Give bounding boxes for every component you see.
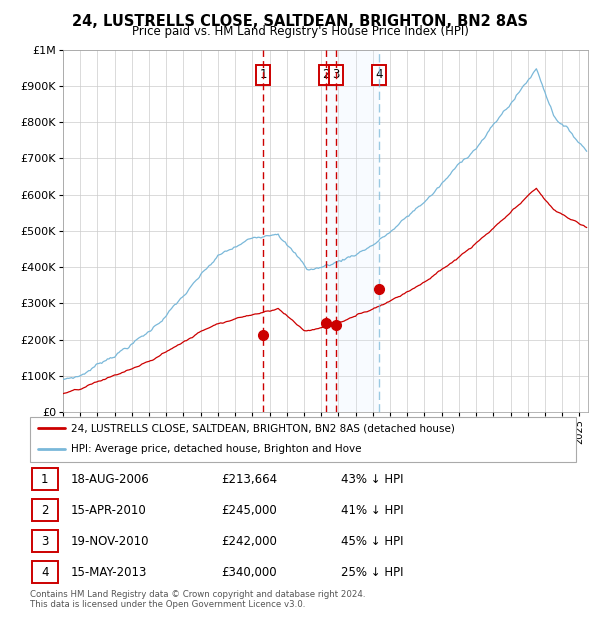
Text: 1: 1 <box>41 473 49 485</box>
Text: 45% ↓ HPI: 45% ↓ HPI <box>341 535 404 547</box>
Text: £213,664: £213,664 <box>221 473 277 485</box>
Text: 1: 1 <box>259 68 267 81</box>
Bar <box>32 499 58 521</box>
Text: 24, LUSTRELLS CLOSE, SALTDEAN, BRIGHTON, BN2 8AS: 24, LUSTRELLS CLOSE, SALTDEAN, BRIGHTON,… <box>72 14 528 29</box>
Text: HPI: Average price, detached house, Brighton and Hove: HPI: Average price, detached house, Brig… <box>71 445 361 454</box>
Text: £245,000: £245,000 <box>221 504 277 516</box>
Text: 41% ↓ HPI: 41% ↓ HPI <box>341 504 404 516</box>
Text: 2: 2 <box>41 504 49 516</box>
Text: 3: 3 <box>41 535 49 547</box>
Text: 18-AUG-2006: 18-AUG-2006 <box>71 473 150 485</box>
Text: 4: 4 <box>376 68 383 81</box>
Bar <box>32 468 58 490</box>
Text: Contains HM Land Registry data © Crown copyright and database right 2024.: Contains HM Land Registry data © Crown c… <box>30 590 365 599</box>
Text: This data is licensed under the Open Government Licence v3.0.: This data is licensed under the Open Gov… <box>30 600 305 609</box>
Text: 19-NOV-2010: 19-NOV-2010 <box>71 535 149 547</box>
Text: £242,000: £242,000 <box>221 535 277 547</box>
Text: 15-APR-2010: 15-APR-2010 <box>71 504 146 516</box>
Text: £340,000: £340,000 <box>221 566 277 578</box>
Text: 2: 2 <box>322 68 330 81</box>
Bar <box>32 530 58 552</box>
Bar <box>326 50 379 412</box>
Text: Price paid vs. HM Land Registry's House Price Index (HPI): Price paid vs. HM Land Registry's House … <box>131 25 469 38</box>
Bar <box>32 561 58 583</box>
Text: 24, LUSTRELLS CLOSE, SALTDEAN, BRIGHTON, BN2 8AS (detached house): 24, LUSTRELLS CLOSE, SALTDEAN, BRIGHTON,… <box>71 423 455 433</box>
Text: 43% ↓ HPI: 43% ↓ HPI <box>341 473 404 485</box>
Text: 3: 3 <box>332 68 340 81</box>
Text: 15-MAY-2013: 15-MAY-2013 <box>71 566 148 578</box>
Text: 25% ↓ HPI: 25% ↓ HPI <box>341 566 404 578</box>
Text: 4: 4 <box>41 566 49 578</box>
